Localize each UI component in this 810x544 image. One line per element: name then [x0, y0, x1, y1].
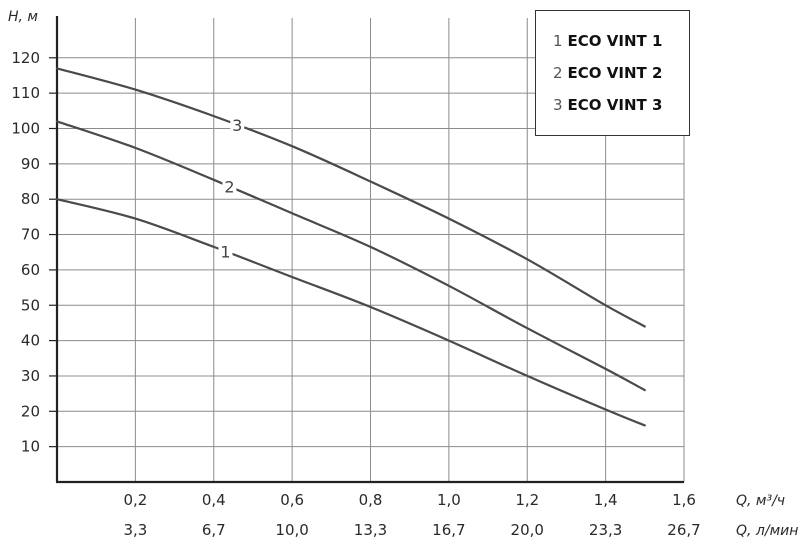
legend-item-number: 1	[553, 32, 563, 50]
legend-item-name: ECO VINT 1	[567, 32, 663, 50]
legend-item-1: 1 ECO VINT 1	[553, 32, 662, 50]
x-tick-label-bottom: 16,7	[432, 521, 465, 539]
x-tick-label-top: 0,2	[123, 491, 147, 509]
x-tick-label-bottom: 20,0	[511, 521, 544, 539]
curve-label-background	[222, 177, 237, 196]
y-tick-label: 90	[21, 155, 40, 173]
x-tick-label-bottom: 13,3	[354, 521, 387, 539]
y-tick-label: 120	[11, 49, 40, 67]
x-axis-label-bottom: Q, л/мин	[736, 523, 798, 539]
curve-label-background	[230, 116, 245, 135]
legend-item-2: 2 ECO VINT 2	[553, 64, 662, 82]
y-tick-label: 40	[21, 332, 40, 350]
tick-labels: 10 20 30 40 50 60 70 80 90 100 110 120 0,2 3,3 0,4 6,7 0…	[11, 49, 700, 539]
x-tick-label-top: 1,0	[437, 491, 461, 509]
legend-item-number: 3	[553, 96, 563, 114]
y-tick-label: 80	[21, 190, 40, 208]
y-tick-label: 30	[21, 367, 40, 385]
y-tick-label: 60	[21, 261, 40, 279]
curve-label-1: 1	[220, 242, 230, 261]
y-tick-label: 20	[21, 402, 40, 420]
curve-2	[55, 120, 646, 392]
grid	[57, 18, 685, 482]
x-tick-label-bottom: 26,7	[667, 521, 700, 539]
x-tick-label-top: 0,6	[280, 491, 304, 509]
curve-1	[55, 198, 646, 427]
y-axis-label: H, м	[8, 9, 38, 25]
series-group: 1 2 3	[55, 67, 646, 427]
x-tick-label-bottom: 23,3	[589, 521, 622, 539]
y-tick-label: 10	[21, 438, 40, 456]
curve-label-3: 3	[232, 116, 242, 135]
y-tick-label: 110	[11, 84, 40, 102]
x-tick-label-top: 1,4	[594, 491, 618, 509]
y-tick-label: 70	[21, 226, 40, 244]
y-tick-label: 50	[21, 296, 40, 314]
y-tick-label: 100	[11, 120, 40, 138]
legend-item-name: ECO VINT 2	[567, 64, 663, 82]
x-tick-label-top: 0,4	[202, 491, 226, 509]
x-tick-label-top: 1,6	[672, 491, 696, 509]
curve-label-2: 2	[224, 177, 234, 196]
legend: 1 ECO VINT 1 2 ECO VINT 2 3 ECO VINT 3	[535, 10, 690, 136]
legend-item-number: 2	[553, 64, 563, 82]
x-axis-label-top: Q, м³/ч	[736, 493, 785, 509]
axes	[49, 16, 684, 484]
curve-3	[55, 67, 646, 328]
x-tick-label-top: 1,2	[515, 491, 539, 509]
x-tick-label-bottom: 6,7	[202, 521, 226, 539]
legend-item-3: 3 ECO VINT 3	[553, 96, 662, 114]
legend-item-name: ECO VINT 3	[567, 96, 663, 114]
x-tick-label-bottom: 10,0	[275, 521, 308, 539]
x-tick-label-bottom: 3,3	[123, 521, 147, 539]
curve-label-background	[218, 242, 233, 261]
x-tick-label-top: 0,8	[359, 491, 383, 509]
